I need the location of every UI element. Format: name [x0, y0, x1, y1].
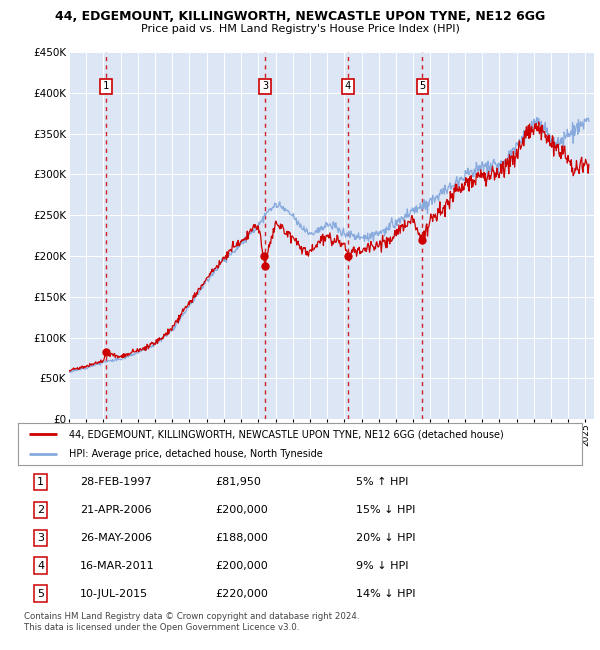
Text: 1: 1: [37, 477, 44, 487]
Text: 1: 1: [103, 81, 109, 91]
Text: 28-FEB-1997: 28-FEB-1997: [80, 477, 152, 487]
Text: 44, EDGEMOUNT, KILLINGWORTH, NEWCASTLE UPON TYNE, NE12 6GG: 44, EDGEMOUNT, KILLINGWORTH, NEWCASTLE U…: [55, 10, 545, 23]
Text: 9% ↓ HPI: 9% ↓ HPI: [356, 561, 409, 571]
Text: £220,000: £220,000: [215, 589, 268, 599]
Text: 10-JUL-2015: 10-JUL-2015: [80, 589, 148, 599]
Text: £81,950: £81,950: [215, 477, 261, 487]
Text: 5: 5: [37, 589, 44, 599]
Text: 2: 2: [37, 505, 44, 515]
Text: £200,000: £200,000: [215, 561, 268, 571]
Text: HPI: Average price, detached house, North Tyneside: HPI: Average price, detached house, Nort…: [69, 449, 323, 459]
Text: Contains HM Land Registry data © Crown copyright and database right 2024.
This d: Contains HM Land Registry data © Crown c…: [24, 612, 359, 632]
Text: 20% ↓ HPI: 20% ↓ HPI: [356, 533, 416, 543]
Text: 26-MAY-2006: 26-MAY-2006: [80, 533, 152, 543]
Text: 16-MAR-2011: 16-MAR-2011: [80, 561, 155, 571]
Text: 5: 5: [419, 81, 425, 91]
Text: £200,000: £200,000: [215, 505, 268, 515]
Text: 14% ↓ HPI: 14% ↓ HPI: [356, 589, 416, 599]
Text: 15% ↓ HPI: 15% ↓ HPI: [356, 505, 416, 515]
Text: 4: 4: [345, 81, 351, 91]
Text: 3: 3: [262, 81, 268, 91]
Text: 4: 4: [37, 561, 44, 571]
Text: 3: 3: [37, 533, 44, 543]
Text: Price paid vs. HM Land Registry's House Price Index (HPI): Price paid vs. HM Land Registry's House …: [140, 24, 460, 34]
Text: £188,000: £188,000: [215, 533, 268, 543]
Text: 44, EDGEMOUNT, KILLINGWORTH, NEWCASTLE UPON TYNE, NE12 6GG (detached house): 44, EDGEMOUNT, KILLINGWORTH, NEWCASTLE U…: [69, 430, 503, 439]
Text: 21-APR-2006: 21-APR-2006: [80, 505, 152, 515]
Text: 5% ↑ HPI: 5% ↑ HPI: [356, 477, 409, 487]
